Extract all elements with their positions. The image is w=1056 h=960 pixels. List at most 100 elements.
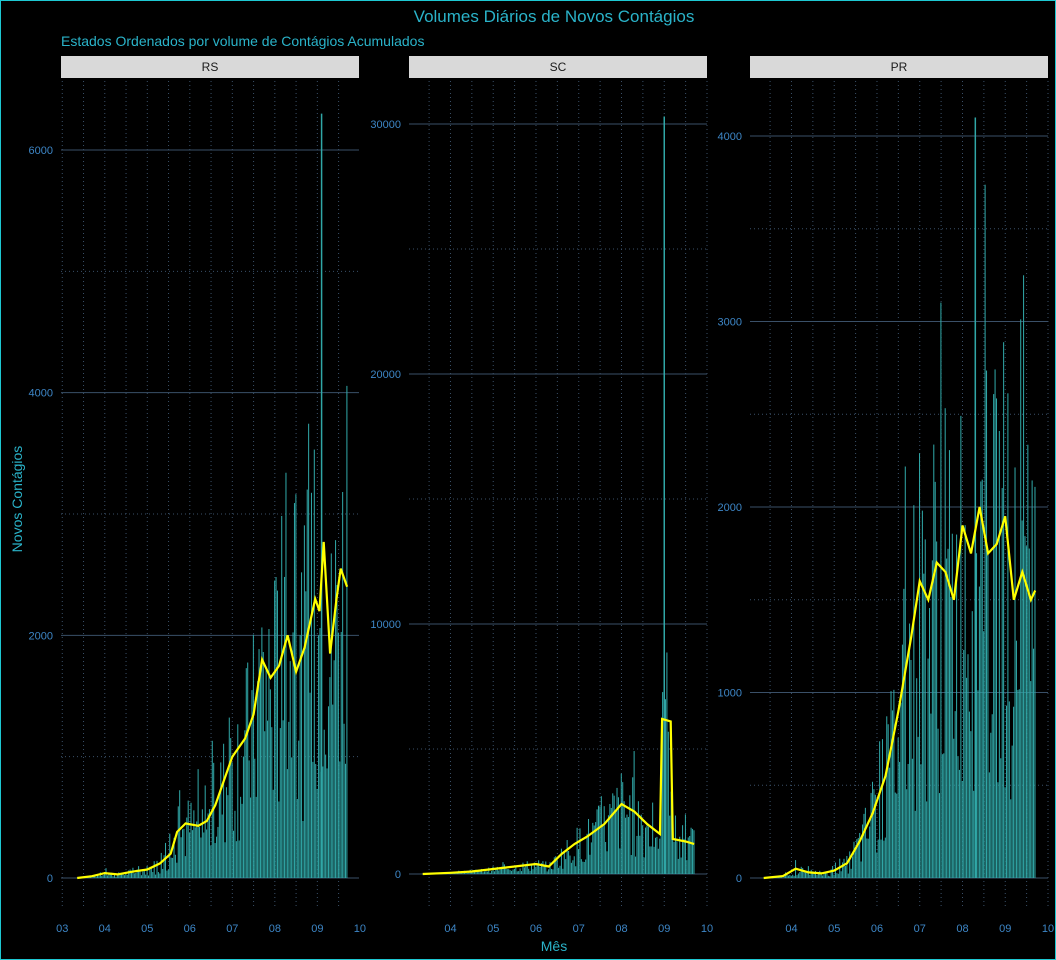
daily-bar bbox=[620, 773, 622, 874]
daily-bar bbox=[933, 444, 935, 878]
daily-bar bbox=[679, 836, 681, 874]
daily-bar bbox=[924, 539, 926, 878]
daily-bar bbox=[941, 754, 943, 878]
x-tick-label: 10 bbox=[701, 923, 713, 935]
daily-bar bbox=[592, 822, 594, 874]
daily-bar bbox=[145, 874, 147, 878]
daily-bar bbox=[261, 627, 263, 878]
daily-bar bbox=[587, 818, 590, 874]
daily-bar bbox=[466, 873, 468, 874]
daily-bar bbox=[518, 871, 520, 874]
daily-bar bbox=[282, 720, 284, 878]
daily-bar bbox=[525, 864, 527, 874]
daily-bar bbox=[880, 839, 882, 878]
daily-bar bbox=[869, 826, 871, 878]
daily-bar bbox=[284, 576, 286, 878]
daily-bar bbox=[879, 741, 881, 878]
daily-bar bbox=[240, 796, 242, 878]
daily-bar bbox=[208, 809, 210, 878]
daily-bar bbox=[990, 732, 992, 878]
daily-bar bbox=[860, 861, 862, 878]
daily-bar bbox=[129, 869, 131, 878]
facet-strip-pr: PR bbox=[750, 56, 1048, 78]
daily-bar bbox=[934, 481, 936, 878]
daily-bar bbox=[533, 862, 535, 874]
daily-bar bbox=[109, 873, 111, 878]
daily-bar bbox=[102, 875, 104, 878]
daily-bar bbox=[269, 689, 271, 878]
daily-bar bbox=[623, 801, 625, 874]
daily-bar bbox=[622, 782, 624, 874]
daily-bar bbox=[686, 860, 688, 874]
y-tick-label: 4000 bbox=[718, 131, 742, 143]
daily-bar bbox=[642, 825, 644, 874]
x-tick-label: 03 bbox=[56, 923, 68, 935]
daily-bar bbox=[509, 870, 511, 874]
daily-bar bbox=[485, 871, 487, 874]
daily-bar bbox=[988, 772, 990, 878]
daily-bar bbox=[910, 659, 912, 878]
daily-bar bbox=[664, 699, 666, 874]
daily-bar bbox=[488, 867, 490, 874]
daily-bar bbox=[600, 796, 602, 874]
daily-bar bbox=[1007, 393, 1009, 878]
daily-bar bbox=[1028, 548, 1030, 878]
daily-bar bbox=[344, 763, 346, 878]
daily-bar bbox=[650, 846, 652, 874]
daily-bar bbox=[204, 785, 206, 878]
daily-bar bbox=[586, 833, 588, 874]
daily-bar bbox=[687, 837, 689, 874]
daily-bar bbox=[306, 489, 308, 878]
daily-bar bbox=[131, 870, 133, 878]
daily-bar bbox=[565, 859, 567, 874]
daily-bar bbox=[278, 801, 280, 878]
daily-bar bbox=[552, 869, 554, 874]
daily-bar bbox=[217, 826, 219, 878]
daily-bar bbox=[786, 873, 788, 878]
daily-bar bbox=[1025, 546, 1027, 878]
daily-bar bbox=[931, 560, 933, 878]
x-tick-label: 07 bbox=[914, 923, 926, 935]
daily-bar bbox=[190, 802, 192, 878]
daily-bar bbox=[1003, 342, 1005, 878]
daily-bar bbox=[528, 868, 530, 874]
daily-bar bbox=[318, 635, 320, 878]
daily-bar bbox=[160, 852, 162, 878]
daily-bar bbox=[573, 856, 575, 874]
daily-bar bbox=[339, 761, 341, 878]
x-tick-label: 06 bbox=[871, 923, 883, 935]
daily-bar bbox=[580, 859, 582, 874]
daily-bar bbox=[180, 837, 182, 878]
daily-bar bbox=[553, 857, 555, 874]
daily-bar bbox=[148, 875, 150, 878]
daily-bar bbox=[216, 836, 218, 878]
daily-bar bbox=[635, 856, 637, 874]
daily-bar bbox=[492, 866, 494, 874]
daily-bar bbox=[508, 869, 510, 874]
daily-bar bbox=[506, 869, 508, 874]
daily-bar bbox=[615, 812, 617, 874]
daily-bar bbox=[522, 862, 524, 874]
x-axis-label: Mês bbox=[540, 938, 568, 954]
daily-bar bbox=[864, 807, 866, 878]
daily-bar bbox=[250, 797, 252, 878]
daily-bar bbox=[549, 862, 551, 874]
daily-bar bbox=[496, 866, 498, 874]
daily-bar bbox=[636, 835, 638, 874]
daily-bar bbox=[852, 856, 854, 878]
daily-bar bbox=[121, 874, 123, 878]
daily-bar bbox=[610, 807, 612, 874]
daily-bar bbox=[829, 876, 831, 878]
daily-bar bbox=[870, 792, 872, 878]
daily-bar bbox=[995, 398, 998, 878]
daily-bar bbox=[1018, 689, 1020, 878]
daily-bar bbox=[176, 862, 178, 878]
daily-bar bbox=[139, 870, 141, 878]
daily-bar bbox=[476, 871, 478, 874]
daily-bar bbox=[548, 869, 550, 874]
daily-bar bbox=[589, 854, 591, 874]
daily-bar bbox=[329, 677, 331, 878]
y-tick-label: 1000 bbox=[718, 688, 742, 700]
daily-bar bbox=[106, 875, 108, 878]
